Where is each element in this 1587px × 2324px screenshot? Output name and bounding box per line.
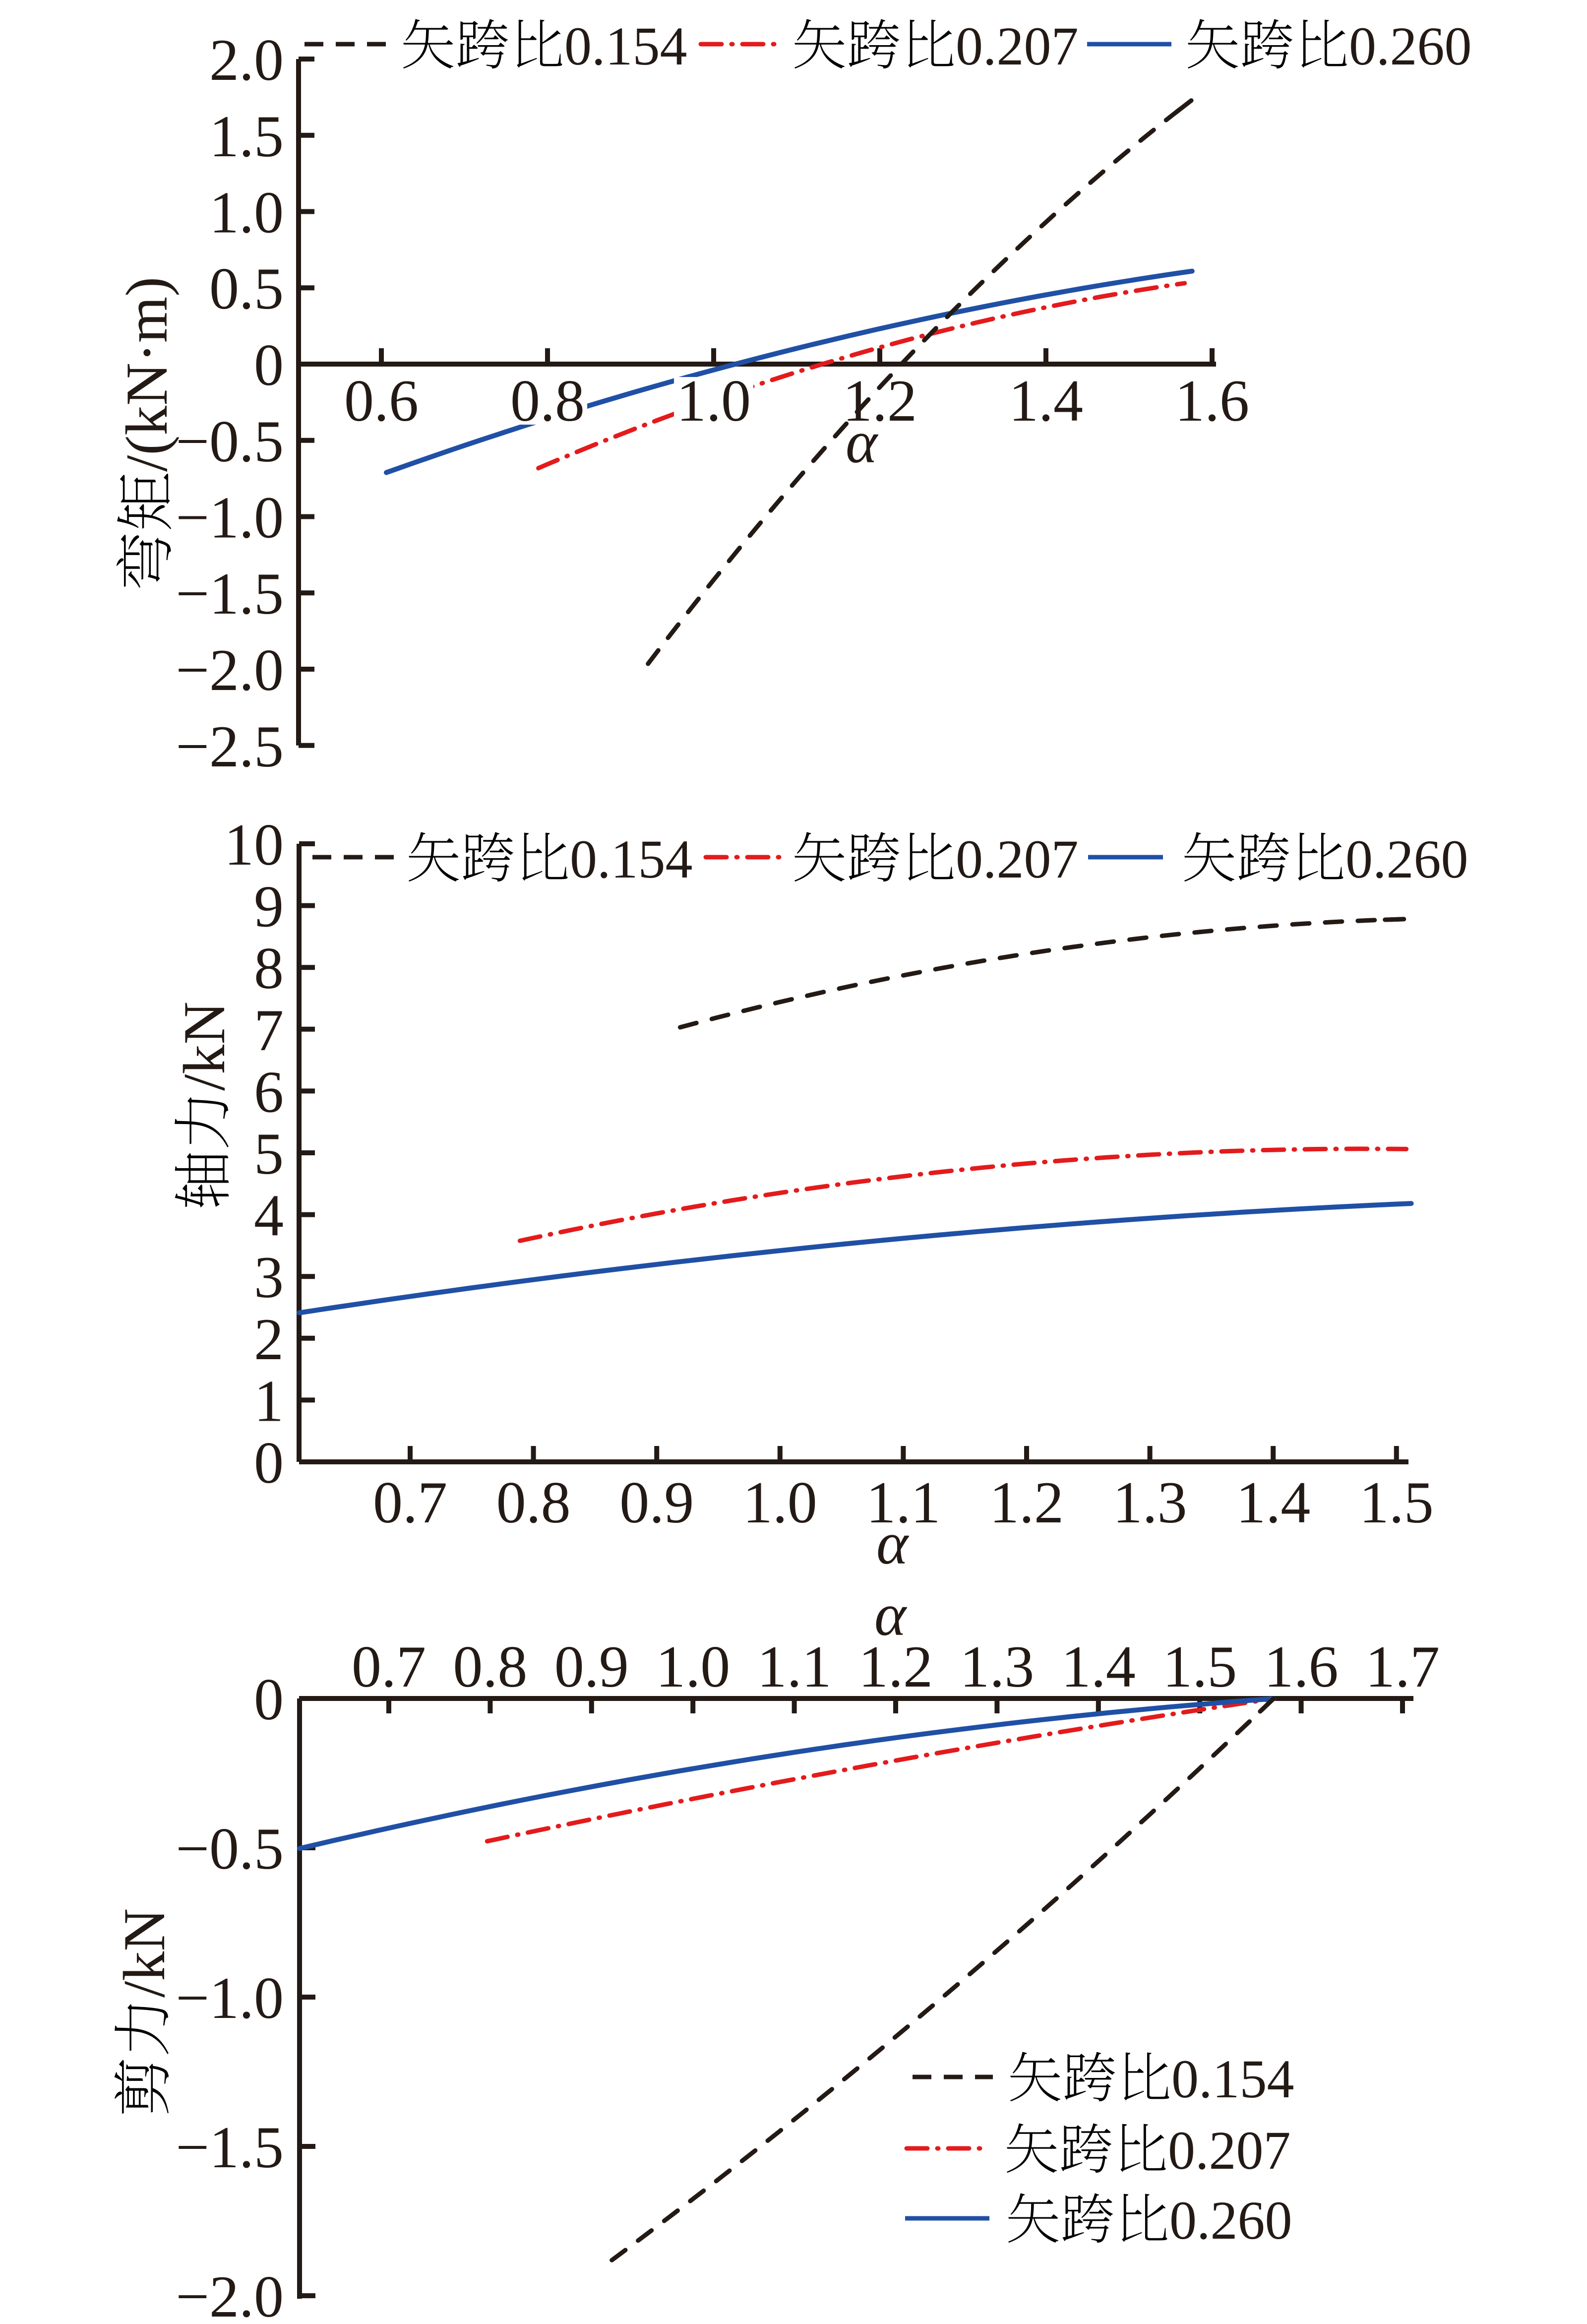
svg-text:0.7: 0.7 [352, 1633, 426, 1699]
svg-text:0.154: 0.154 [564, 16, 687, 76]
svg-text:1.2: 1.2 [843, 368, 917, 434]
svg-text:1.2: 1.2 [858, 1633, 933, 1699]
svg-text:1: 1 [254, 1368, 284, 1434]
svg-text:0.260: 0.260 [1169, 2190, 1292, 2251]
svg-text:−2.0: −2.0 [176, 637, 284, 703]
svg-text:−2.0: −2.0 [176, 2263, 284, 2322]
svg-text:0.9: 0.9 [619, 1469, 694, 1535]
svg-text:0.9: 0.9 [554, 1633, 629, 1699]
svg-text:5: 5 [254, 1121, 284, 1187]
svg-text:1.4: 1.4 [1009, 368, 1083, 434]
svg-text:8: 8 [254, 935, 284, 1001]
svg-text:0.260: 0.260 [1349, 16, 1472, 76]
svg-text:1.2: 1.2 [989, 1469, 1064, 1535]
svg-text:3: 3 [254, 1244, 284, 1310]
svg-text:1.7: 1.7 [1365, 1633, 1440, 1699]
svg-text:1.5: 1.5 [209, 103, 284, 169]
svg-text:−1.0: −1.0 [176, 485, 284, 551]
svg-text:0.8: 0.8 [496, 1469, 571, 1535]
svg-text:−1.5: −1.5 [176, 2114, 284, 2180]
svg-text:0.207: 0.207 [956, 16, 1079, 76]
svg-text:0.154: 0.154 [570, 829, 693, 889]
svg-text:1.0: 1.0 [676, 368, 751, 434]
svg-text:1.6: 1.6 [1264, 1633, 1339, 1699]
svg-text:α: α [874, 1581, 908, 1648]
svg-text:1.3: 1.3 [1113, 1469, 1187, 1535]
svg-text:0.207: 0.207 [1168, 2120, 1291, 2181]
svg-text:1.3: 1.3 [960, 1633, 1034, 1699]
svg-text:0.6: 0.6 [344, 368, 419, 434]
svg-text:2: 2 [254, 1306, 284, 1372]
svg-text:/kN: /kN [111, 1908, 177, 1998]
svg-text:10: 10 [224, 812, 284, 878]
svg-text:1.5: 1.5 [1359, 1469, 1434, 1535]
svg-text:1.0: 1.0 [656, 1633, 730, 1699]
svg-text:1.1: 1.1 [866, 1469, 940, 1535]
svg-text:0.260: 0.260 [1345, 829, 1468, 889]
svg-text:−0.5: −0.5 [176, 408, 284, 474]
svg-text:2.0: 2.0 [209, 27, 284, 93]
svg-text:0.207: 0.207 [956, 829, 1079, 889]
svg-text:/kN: /kN [171, 1002, 237, 1091]
svg-text:1.0: 1.0 [743, 1469, 817, 1535]
svg-text:0: 0 [254, 1430, 284, 1496]
svg-text:1.6: 1.6 [1175, 368, 1249, 434]
svg-text:9: 9 [254, 874, 284, 940]
svg-text:−0.5: −0.5 [176, 1816, 284, 1882]
svg-text:−1.0: −1.0 [176, 1965, 284, 2031]
svg-text:−2.5: −2.5 [176, 713, 284, 779]
svg-text:−1.5: −1.5 [176, 561, 284, 627]
svg-text:1.1: 1.1 [757, 1633, 832, 1699]
svg-text:1.5: 1.5 [1162, 1633, 1237, 1699]
svg-text:7: 7 [254, 997, 284, 1063]
svg-text:1.4: 1.4 [1061, 1633, 1136, 1699]
svg-text:0.8: 0.8 [453, 1633, 527, 1699]
svg-text:0.5: 0.5 [209, 255, 284, 321]
svg-text:0.154: 0.154 [1171, 2049, 1294, 2109]
svg-text:4: 4 [254, 1183, 284, 1249]
svg-text:/(kN·m): /(kN·m) [114, 277, 180, 472]
svg-text:0: 0 [254, 332, 284, 398]
svg-text:1.4: 1.4 [1236, 1469, 1310, 1535]
svg-text:1.0: 1.0 [209, 180, 284, 246]
svg-text:0: 0 [254, 1666, 284, 1732]
svg-text:α: α [846, 409, 879, 476]
svg-text:α: α [876, 1510, 910, 1577]
svg-text:6: 6 [254, 1059, 284, 1125]
svg-text:0.8: 0.8 [510, 368, 585, 434]
svg-text:0.7: 0.7 [373, 1469, 447, 1535]
